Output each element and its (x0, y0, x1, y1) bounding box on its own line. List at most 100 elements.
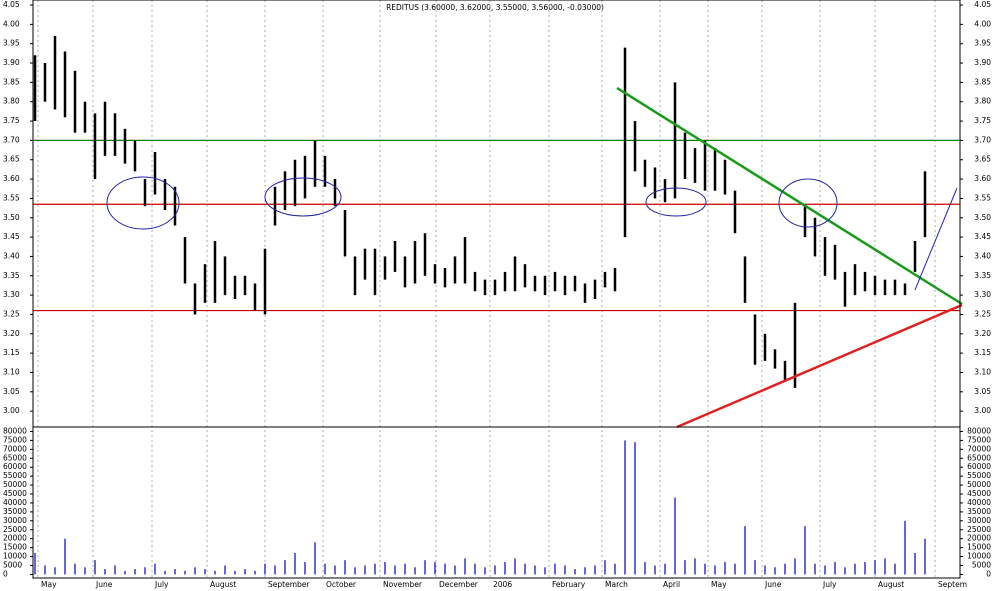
volume-bar (494, 565, 496, 575)
y-tick-label: 4.05 (974, 0, 991, 9)
y-tick-label: 3.35 (3, 271, 20, 280)
y-tick-label: 3.95 (3, 39, 20, 48)
annotation-ellipse (106, 176, 180, 230)
volume-bar (504, 561, 506, 575)
trend-line (914, 187, 958, 291)
volume-bar (614, 563, 616, 575)
trend-line (676, 303, 963, 429)
y-tick-label: 3.25 (974, 309, 991, 318)
volume-bar (414, 567, 416, 575)
y-tick-label: 15000 (3, 543, 27, 552)
y-tick-label: 3.05 (974, 387, 991, 396)
volume-bar (624, 440, 626, 575)
y-tick-label: 45000 (967, 489, 991, 498)
volume-bar (304, 561, 306, 575)
y-tick-label: 10000 (967, 552, 991, 561)
y-tick-label: 40000 (967, 498, 991, 507)
y-tick-label: 35000 (3, 507, 27, 516)
volume-bar (864, 561, 866, 575)
volume-bar (344, 560, 346, 575)
volume-bar (874, 560, 876, 575)
volume-bar (264, 563, 266, 575)
volume-bar (114, 565, 116, 575)
volume-bar (224, 565, 226, 575)
volume-bar (714, 565, 716, 575)
y-tick-label: 3.60 (974, 174, 991, 183)
y-tick-label: 15000 (967, 543, 991, 552)
y-tick-label: 3.20 (3, 329, 20, 338)
y-tick-label: 3.40 (3, 251, 20, 260)
volume-bar (694, 558, 696, 575)
x-tick-label: March (605, 580, 628, 589)
volume-bar (794, 558, 796, 575)
volume-bar (154, 563, 156, 575)
y-tick-label: 80000 (967, 426, 991, 435)
y-tick-label: 3.00 (3, 406, 20, 415)
y-tick-label: 55000 (3, 471, 27, 480)
y-tick-label: 0 (986, 569, 991, 578)
volume-bar (734, 563, 736, 575)
x-tick-label: August (210, 580, 236, 589)
y-tick-label: 3.80 (3, 97, 20, 106)
volume-bar (844, 567, 846, 575)
y-tick-label: 3.40 (974, 251, 991, 260)
volume-bar (774, 567, 776, 575)
volume-bar (394, 565, 396, 575)
volume-bar (474, 563, 476, 575)
volume-bar (664, 563, 666, 575)
y-tick-label: 3.95 (974, 39, 991, 48)
y-tick-label: 70000 (967, 444, 991, 453)
y-tick-label: 65000 (3, 453, 27, 462)
x-tick-label: June (764, 580, 782, 589)
volume-bar (404, 563, 406, 575)
y-tick-label: 3.30 (974, 290, 991, 299)
y-tick-label: 3.45 (974, 232, 991, 241)
price-panel (32, 0, 961, 428)
y-tick-label: 50000 (967, 480, 991, 489)
volume-bar (724, 561, 726, 575)
x-tick-label: Septem (938, 580, 967, 589)
y-tick-label: 45000 (3, 489, 27, 498)
y-tick-label: 60000 (967, 462, 991, 471)
volume-bar (294, 552, 296, 575)
x-tick-label: November (383, 580, 423, 589)
y-tick-label: 65000 (967, 453, 991, 462)
y-tick-label: 3.25 (3, 309, 20, 318)
annotation-ellipse (645, 187, 707, 217)
volume-bar (584, 567, 586, 575)
volume-bar (254, 570, 256, 575)
volume-bar (804, 526, 806, 575)
y-tick-label: 80000 (3, 426, 27, 435)
volume-bar (454, 565, 456, 575)
volume-bar (174, 569, 176, 575)
volume-bar (484, 567, 486, 575)
y-tick-label: 3.20 (974, 329, 991, 338)
y-tick-label: 3.30 (3, 290, 20, 299)
x-tick-label: September (268, 580, 310, 589)
y-tick-label: 55000 (967, 471, 991, 480)
volume-bar (814, 563, 816, 575)
volume-bar (94, 560, 96, 575)
y-tick-label: 0 (3, 569, 8, 578)
y-tick-label: 3.10 (974, 367, 991, 376)
x-tick-label: February (552, 580, 586, 589)
volume-bar (644, 561, 646, 575)
volume-bar (824, 565, 826, 575)
volume-bar (334, 565, 336, 575)
volume-bar (384, 561, 386, 575)
y-tick-label: 75000 (3, 435, 27, 444)
y-tick-label: 3.55 (974, 193, 991, 202)
y-tick-label: 3.35 (974, 271, 991, 280)
volume-bar (904, 520, 906, 575)
y-tick-label: 3.45 (3, 232, 20, 241)
volume-bar (124, 570, 126, 575)
y-tick-label: 4.00 (974, 19, 991, 28)
y-tick-label: 25000 (967, 525, 991, 534)
volume-bar (44, 565, 46, 575)
y-tick-label: 5000 (3, 560, 22, 569)
volume-bar (104, 569, 106, 575)
y-tick-label: 75000 (967, 435, 991, 444)
volume-bar (134, 569, 136, 575)
y-tick-label: 3.75 (3, 116, 20, 125)
volume-panel (32, 426, 961, 579)
